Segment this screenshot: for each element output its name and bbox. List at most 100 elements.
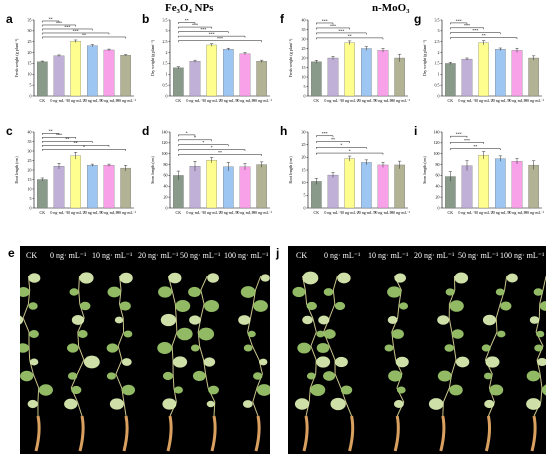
- leaf: [302, 315, 313, 325]
- leaf: [27, 399, 38, 409]
- chart-panel-f: f Fresh weight (g plant⁻¹) 0 5 10 15 20 25 30 35 4…: [278, 12, 412, 116]
- plant-stem: [247, 275, 263, 417]
- sig-bracket-1: [316, 135, 334, 138]
- x-tick-label-3: 20 ng·mL⁻¹: [83, 98, 103, 103]
- bar-2: [344, 158, 355, 209]
- y-tick-label: 40: [436, 184, 440, 189]
- leaf: [38, 384, 53, 396]
- y-tick-label: 10: [28, 72, 32, 77]
- sig-label-3: ***: [472, 28, 478, 33]
- plant-stem: [533, 275, 546, 417]
- y-tick-label: 20: [436, 194, 440, 199]
- chart-d: d Stem length (cm) 0 20 40 60 80 100 120 140 CK 0 n…: [142, 124, 273, 215]
- x-tick-label-3: 20 ng·mL⁻¹: [491, 98, 511, 103]
- leaf: [536, 330, 545, 338]
- sig-bracket-4: [178, 35, 246, 38]
- y-tick-label: 2: [438, 50, 440, 55]
- x-tick-label-5: 100 ng·mL⁻¹: [251, 210, 273, 215]
- x-tick-label-2: 10 ng·mL⁻¹: [202, 210, 222, 215]
- bar-4: [377, 50, 389, 97]
- plant-3: [428, 272, 470, 452]
- sig-label-4: *: [211, 145, 213, 150]
- leaf: [238, 315, 251, 325]
- bar-3: [361, 162, 372, 209]
- y-tick-label: 25: [28, 158, 32, 163]
- plant-stem: [22, 275, 40, 417]
- leaf: [259, 358, 268, 366]
- x-tick-label-0: CK: [448, 98, 454, 103]
- leaf: [340, 385, 353, 395]
- plant-root: [254, 415, 261, 452]
- leaf: [445, 288, 455, 296]
- y-tick-label: 25: [28, 39, 32, 44]
- plant-root: [348, 415, 355, 452]
- sig-label-2: **: [331, 137, 335, 142]
- y-tick-label: 100: [162, 151, 168, 156]
- y-tick-label: 35: [28, 17, 32, 22]
- bar-5: [394, 164, 405, 209]
- leaf: [334, 356, 348, 368]
- sig-bracket-2: [178, 139, 212, 142]
- leaf: [253, 300, 268, 312]
- leaf: [306, 301, 317, 311]
- leaf: [176, 327, 193, 341]
- bar-0: [311, 181, 322, 209]
- x-tick-label-5: 100 ng·mL⁻¹: [389, 98, 411, 103]
- photo-panel-e: e CK 0 ng· mL⁻¹ 10 ng· mL⁻¹ 20 ng· mL⁻¹ …: [8, 246, 270, 454]
- sig-bracket-2: [450, 27, 484, 30]
- y-tick-label: 0: [30, 93, 32, 98]
- x-tick-label-2: 10 ng·mL⁻¹: [340, 98, 360, 103]
- x-tick-label-0: CK: [314, 98, 320, 103]
- panel-letter-g: g: [414, 12, 421, 26]
- x-tick-label-2: 10 ng·mL⁻¹: [66, 98, 86, 103]
- sig-bracket-5: [178, 40, 262, 43]
- sig-label-4: **: [482, 33, 486, 38]
- leaf: [337, 272, 351, 284]
- bar-4: [511, 161, 523, 209]
- y-tick-label: 20: [28, 167, 32, 172]
- x-tick-label-5: 100 ng·mL⁻¹: [115, 210, 137, 215]
- sig-label-5: *: [83, 145, 85, 150]
- y-tick-label: 0.5: [435, 82, 440, 87]
- x-tick-label-3: 20 ng·mL⁻¹: [357, 210, 377, 215]
- y-tick-label: 20: [164, 194, 168, 199]
- chart-g: g Dry weight (g plant⁻¹) 0 0.5 1 1.5 2 2.5 3 3.5 C…: [414, 12, 545, 103]
- bar-0: [37, 179, 48, 209]
- bar-2: [478, 155, 489, 209]
- leaf: [384, 344, 394, 352]
- leaf: [323, 329, 336, 339]
- y-tick-label: 30: [28, 148, 32, 153]
- y-tick-label: 80: [436, 162, 440, 167]
- x-tick-label-5: 100 ng·mL⁻¹: [251, 98, 273, 103]
- y-tick-label: 5: [304, 84, 306, 89]
- sig-label-1: ***: [322, 18, 328, 23]
- leaf: [172, 356, 188, 368]
- moo3-header: n-MoO₃: [372, 2, 410, 14]
- leaf: [323, 371, 336, 381]
- sig-label-1: **: [185, 18, 189, 23]
- sig-bracket-3: [316, 32, 367, 35]
- plant-stem: [442, 275, 457, 417]
- leaf: [489, 384, 504, 396]
- leaf: [428, 398, 444, 410]
- x-tick-label-4: 50 ng·mL⁻¹: [373, 210, 393, 215]
- y-axis-label: Root length (cm): [288, 156, 293, 184]
- photo-j-label-0: 0 ng· mL⁻¹: [324, 251, 361, 260]
- sig-bracket-2: [450, 142, 484, 144]
- y-tick-label: 25: [302, 142, 306, 147]
- leaf: [537, 357, 546, 367]
- sig-bracket-5: [42, 149, 126, 151]
- sig-label-2: ***: [464, 138, 470, 143]
- bar-0: [173, 175, 184, 209]
- fe3o4-header: Fe₃O₄ NPs: [165, 2, 214, 14]
- sig-label-2: ***: [330, 23, 336, 28]
- leaf: [496, 330, 506, 338]
- sig-bracket-3: [450, 32, 501, 35]
- sig-bracket-1: [450, 22, 468, 25]
- leaf: [539, 301, 546, 311]
- leaf: [455, 356, 470, 368]
- y-tick-label: 20: [302, 155, 306, 160]
- leaf: [482, 314, 497, 326]
- sig-label-4: ***: [73, 28, 79, 33]
- leaf: [168, 272, 182, 284]
